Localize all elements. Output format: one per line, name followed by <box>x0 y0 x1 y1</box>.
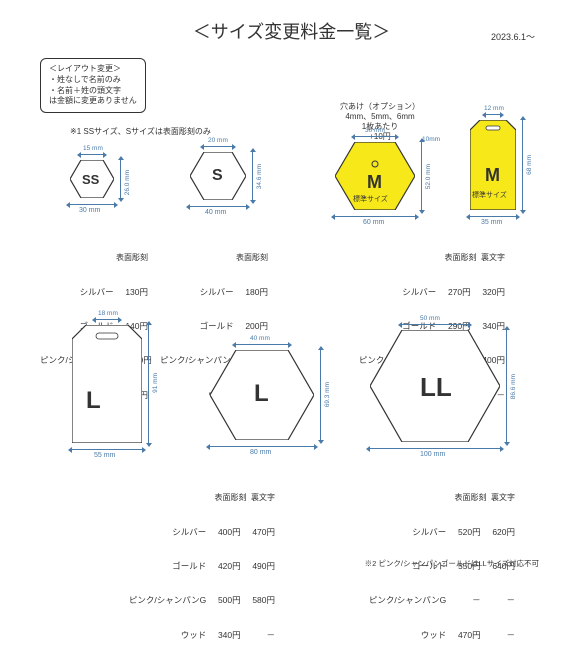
hole-l1: 穴あけ（オプション） <box>340 102 420 112</box>
dim-s-h: 34.6 mm <box>256 164 263 189</box>
p-s-gold: 200円 <box>236 321 268 332</box>
p-ll-wood: 470円 <box>449 630 481 641</box>
p-l-wood-b: － <box>243 630 275 641</box>
dim-ll-h: 86.6 mm <box>510 374 517 399</box>
mat-wood: ウッド <box>421 630 447 641</box>
dim-lh-i: 40 mm <box>250 335 270 342</box>
note-2: ※2 ピンク/シャンパンゴールドはLLサイズ対応不可 <box>365 558 539 569</box>
p-l-gold-b: 490円 <box>243 561 275 572</box>
p-s-silver: 180円 <box>236 287 268 298</box>
size-label-ss: SS <box>82 172 99 187</box>
mat-pink: ピンク/シャンパンG <box>369 595 446 606</box>
shape-m-tag: M 標準サイズ 35 mm 68 mm 12 mm <box>470 120 516 215</box>
mat-silver: シルバー <box>80 287 114 298</box>
size-label-m-hex: M <box>367 172 382 193</box>
hdr-black: 裏文字 <box>481 253 505 262</box>
p-m-silver: 270円 <box>439 287 471 298</box>
p-l-silver-b: 470円 <box>243 527 275 538</box>
hdr-surface: 表面彫刻 <box>215 493 247 502</box>
dim-mh-off: 10mm <box>422 136 440 143</box>
p-m-silver-b: 320円 <box>473 287 505 298</box>
dim-s-w: 40 mm <box>205 209 226 216</box>
dim-ll-w: 100 mm <box>420 451 445 458</box>
p-l-pink-b: 580円 <box>243 595 275 606</box>
dim-mt-i: 12 mm <box>484 105 504 112</box>
hdr-surface: 表面彫刻 <box>116 253 148 262</box>
p-ll-pink-b: － <box>483 595 515 606</box>
dim-ss-i: 15 mm <box>83 145 103 152</box>
dim-lt-w: 55 mm <box>94 452 115 459</box>
size-label-ll: LL <box>420 372 452 403</box>
mat-silver: シルバー <box>412 527 446 538</box>
dim-mh-i: 30 mm <box>365 127 385 134</box>
dim-lh-h: 69.3 mm <box>324 382 331 407</box>
layout-change-box: ＜レイアウト変更＞ ・姓なしで名前のみ ・名前＋姓の頭文字 は金額に変更ありませ… <box>40 58 146 113</box>
dim-s-i: 20 mm <box>208 137 228 144</box>
mat-gold: ゴールド <box>200 321 234 332</box>
shape-m-hex: M 標準サイズ 60 mm 52.0 mm 30 mm 10mm <box>335 142 415 215</box>
date-label: 2023.6.1～ <box>491 30 535 43</box>
p-l-gold: 420円 <box>209 561 241 572</box>
tag-icon <box>72 325 142 443</box>
mat-silver: シルバー <box>402 287 436 298</box>
shape-l-tag: L 55 mm 91 mm 18 mm <box>72 325 142 448</box>
layout-box-l2: ・名前＋姓の頭文字 <box>49 86 137 97</box>
dim-lt-i: 18 mm <box>98 310 118 317</box>
mat-silver: シルバー <box>172 527 206 538</box>
shape-l-hex: L 80 mm 69.3 mm 40 mm <box>210 350 314 445</box>
std-m-hex: 標準サイズ <box>353 194 388 204</box>
dim-lh-w: 80 mm <box>250 449 271 456</box>
dim-mh-h: 52.0 mm <box>425 164 432 189</box>
hdr-black: 裏文字 <box>251 493 275 502</box>
size-label-s: S <box>212 167 223 185</box>
p-l-silver: 400円 <box>209 527 241 538</box>
dim-mh-w: 60 mm <box>363 219 384 226</box>
layout-box-title: ＜レイアウト変更＞ <box>49 64 137 75</box>
layout-box-l1: ・姓なしで名前のみ <box>49 75 137 86</box>
p-ll-pink: － <box>449 595 481 606</box>
hdr-surface: 表面彫刻 <box>236 253 268 262</box>
p-l-pink: 500円 <box>209 595 241 606</box>
dim-mt-w: 35 mm <box>481 219 502 226</box>
p-ll-wood-b: － <box>483 630 515 641</box>
hdr-surface: 表面彫刻 <box>455 493 487 502</box>
mat-silver: シルバー <box>200 287 234 298</box>
shape-s: S 40 mm 34.6 mm 20 mm <box>190 152 246 205</box>
size-label-l-hex: L <box>254 380 269 408</box>
size-label-m-tag: M <box>485 165 500 186</box>
mat-gold: ゴールド <box>172 561 206 572</box>
p-ss-silver: 130円 <box>116 287 148 298</box>
prices-l: 表面彫刻 裏文字 シルバー 400円 470円 ゴールド 420円 490円 ピ… <box>100 470 275 653</box>
dim-ll-i: 50 mm <box>420 315 440 322</box>
note-1: ※1 SSサイズ、Sサイズは表面彫刻のみ <box>70 126 211 137</box>
p-l-wood: 340円 <box>209 630 241 641</box>
dim-ss-h: 26.0 mm <box>124 170 131 195</box>
mat-wood: ウッド <box>181 630 207 641</box>
size-label-l-tag: L <box>86 387 101 415</box>
dim-ss-w: 30 mm <box>79 207 100 214</box>
dim-lt-h: 91 mm <box>152 373 159 393</box>
hdr-black: 裏文字 <box>491 493 515 502</box>
hdr-surface: 表面彫刻 <box>445 253 477 262</box>
shape-ll: LL 100 mm 86.6 mm 50 mm <box>370 330 500 447</box>
hole-l2: 4mm、5mm、6mm <box>340 112 420 122</box>
p-ll-silver-b: 620円 <box>483 527 515 538</box>
mat-pink: ピンク/シャンパンG <box>129 595 206 606</box>
shape-ss: SS 30 mm 26.0 mm 15 mm <box>70 160 114 203</box>
layout-box-l3: は金額に変更ありません <box>49 96 137 107</box>
std-m-tag: 標準サイズ <box>472 190 507 200</box>
dim-mt-h: 68 mm <box>526 155 533 175</box>
p-ll-silver: 520円 <box>449 527 481 538</box>
